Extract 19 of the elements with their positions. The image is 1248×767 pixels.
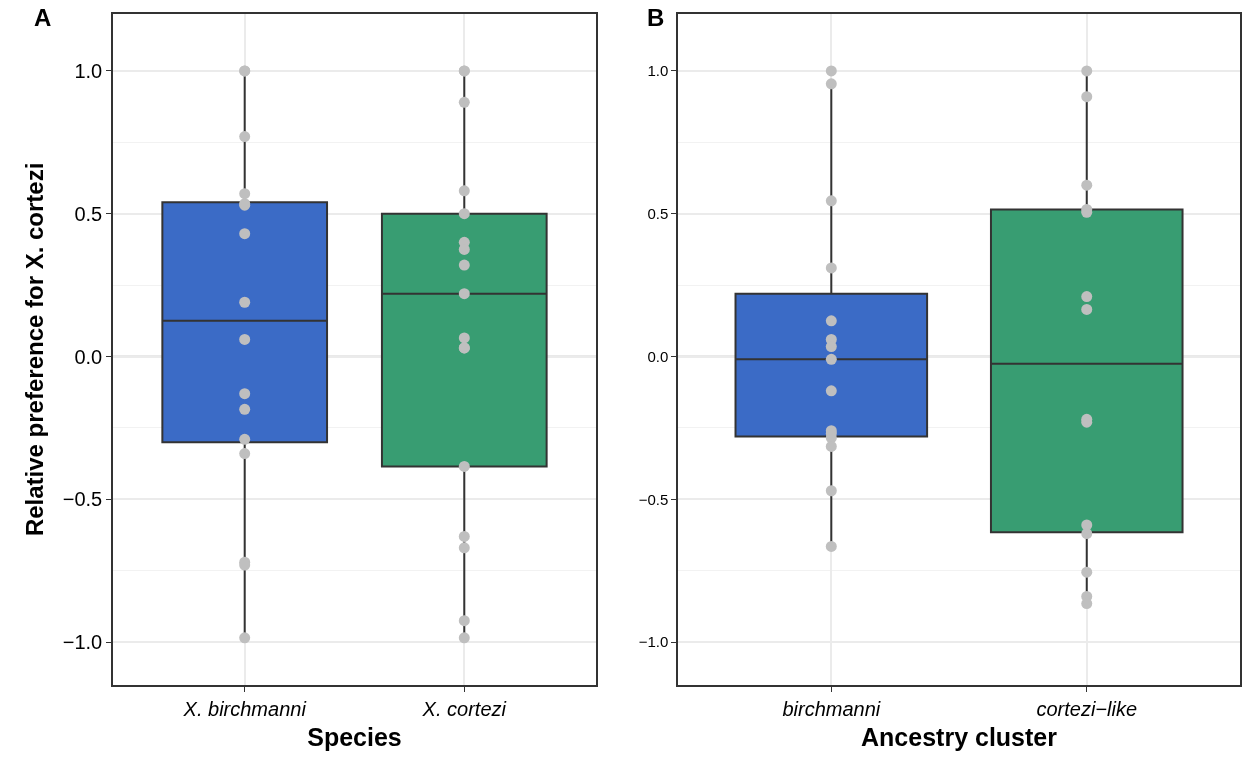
y-tick-label: 0.5 [647,204,669,222]
chart-title: B [647,4,665,31]
y-tick-label: 1.0 [647,62,669,80]
x-tick-label: X. cortezi [421,697,507,720]
y-tick-label: 0.0 [647,347,669,365]
chart-title: A [34,4,52,31]
y-tick-label: −1.0 [638,633,669,651]
y-tick-label: −1.0 [62,631,103,654]
y-tick-label: 0.0 [74,345,103,368]
x-tick-label: X. birchmanni [182,697,307,720]
x-tick-label: birchmanni [782,697,881,720]
y-tick-label: 1.0 [74,59,103,82]
y-axis-title: Relative preference for X. cortezi [21,162,49,537]
y-tick-label: −0.5 [62,488,103,511]
y-tick-label: 0.5 [74,202,103,225]
x-tick-label: cortezi−like [1036,697,1138,720]
y-tick-label: −0.5 [638,490,669,508]
x-axis-title: Species [307,723,402,752]
x-axis-title: Ancestry cluster [861,723,1058,752]
